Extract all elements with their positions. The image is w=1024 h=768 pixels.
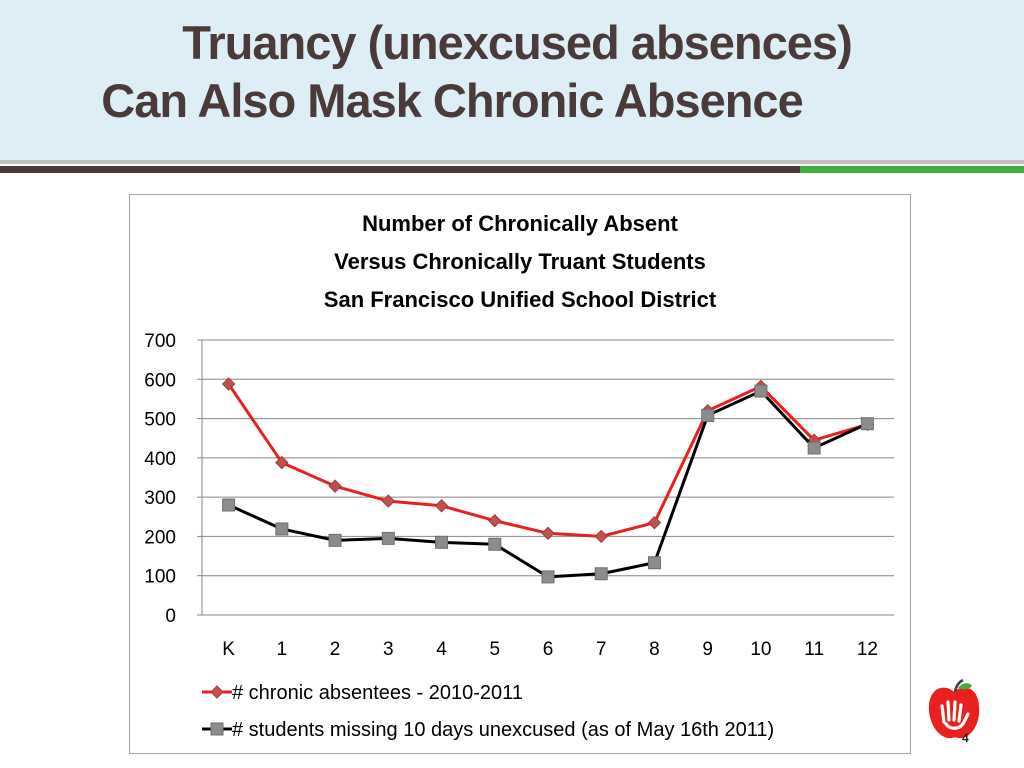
slide-title-line1: Truancy (unexcused absences) — [182, 16, 852, 69]
series-2-point-K — [222, 498, 236, 512]
series-1-line — [227, 383, 868, 538]
x-tick-label-12: 12 — [857, 639, 878, 660]
series-2-point-8 — [647, 556, 661, 570]
chart-title-line-3: San Francisco Unified School District — [324, 287, 717, 312]
x-tick-label-1: 1 — [277, 639, 288, 660]
series-2-point-3 — [381, 531, 395, 545]
apple-hand-logo-icon: 4 — [928, 678, 980, 745]
legend-label-2: # students missing 10 days unexcused (as… — [232, 719, 774, 741]
page-number: 4 — [962, 731, 969, 745]
series-2-point-7 — [594, 567, 608, 581]
y-tick-label-700: 700 — [144, 331, 176, 352]
y-tick-label-100: 100 — [144, 567, 176, 588]
series-2-point-9 — [701, 408, 715, 422]
legend-label-1: # chronic absentees - 2010-2011 — [232, 682, 523, 704]
legend-marker-2 — [210, 722, 224, 736]
x-tick-label-3: 3 — [383, 639, 394, 660]
x-tick-label-6: 6 — [543, 639, 554, 660]
series-1-point-7 — [594, 529, 608, 544]
slide-title: Truancy (unexcused absences) Can Also Ma… — [0, 14, 1024, 130]
y-tick-label-400: 400 — [144, 449, 176, 470]
chart-frame: Number of Chronically Absent Versus Chron… — [129, 194, 911, 754]
chart-title-line-1: Number of Chronically Absent — [362, 211, 678, 236]
slide-title-line2: Can Also Mask Chronic Absence — [101, 74, 803, 127]
x-tick-label-7: 7 — [596, 639, 607, 660]
y-tick-label-600: 600 — [144, 370, 176, 391]
x-tick-label-4: 4 — [436, 639, 447, 660]
series-2-point-12 — [860, 417, 874, 431]
series-1-point-3 — [381, 494, 396, 508]
legend-marker-1 — [210, 685, 224, 699]
x-tick-label-9: 9 — [702, 639, 713, 660]
line-chart: Number of Chronically Absent Versus Chron… — [144, 211, 894, 741]
series-2-point-10 — [754, 384, 768, 398]
x-tick-label-10: 10 — [750, 639, 771, 660]
x-tick-label-5: 5 — [489, 639, 500, 660]
series-1-point-6 — [541, 526, 555, 540]
x-tick-label-11: 11 — [804, 639, 824, 660]
y-tick-label-300: 300 — [144, 488, 176, 509]
series-1-point-K — [221, 377, 236, 391]
series-2-point-4 — [435, 535, 449, 549]
divider-gray — [0, 160, 1024, 164]
x-tick-label-K: K — [222, 639, 235, 660]
chart-title-line-2: Versus Chronically Truant Students — [334, 249, 706, 274]
slide-header — [0, 0, 1024, 160]
y-tick-label-200: 200 — [144, 527, 176, 548]
divider-brown — [0, 166, 800, 173]
x-tick-label-8: 8 — [649, 639, 660, 660]
x-tick-label-2: 2 — [330, 639, 341, 660]
y-tick-label-0: 0 — [165, 606, 176, 627]
divider-green — [800, 166, 1024, 173]
series-2-point-1 — [275, 522, 289, 536]
series-2-point-5 — [488, 537, 502, 551]
series-1-point-2 — [328, 479, 342, 493]
series-1-point-1 — [275, 455, 289, 470]
series-2-point-2 — [328, 533, 342, 547]
series-1-point-8 — [647, 515, 662, 530]
series-2-point-11 — [807, 441, 821, 455]
series-2-point-6 — [541, 570, 555, 584]
series-1-point-5 — [488, 514, 502, 528]
series-1-point-4 — [434, 499, 449, 513]
y-tick-label-500: 500 — [144, 410, 176, 431]
